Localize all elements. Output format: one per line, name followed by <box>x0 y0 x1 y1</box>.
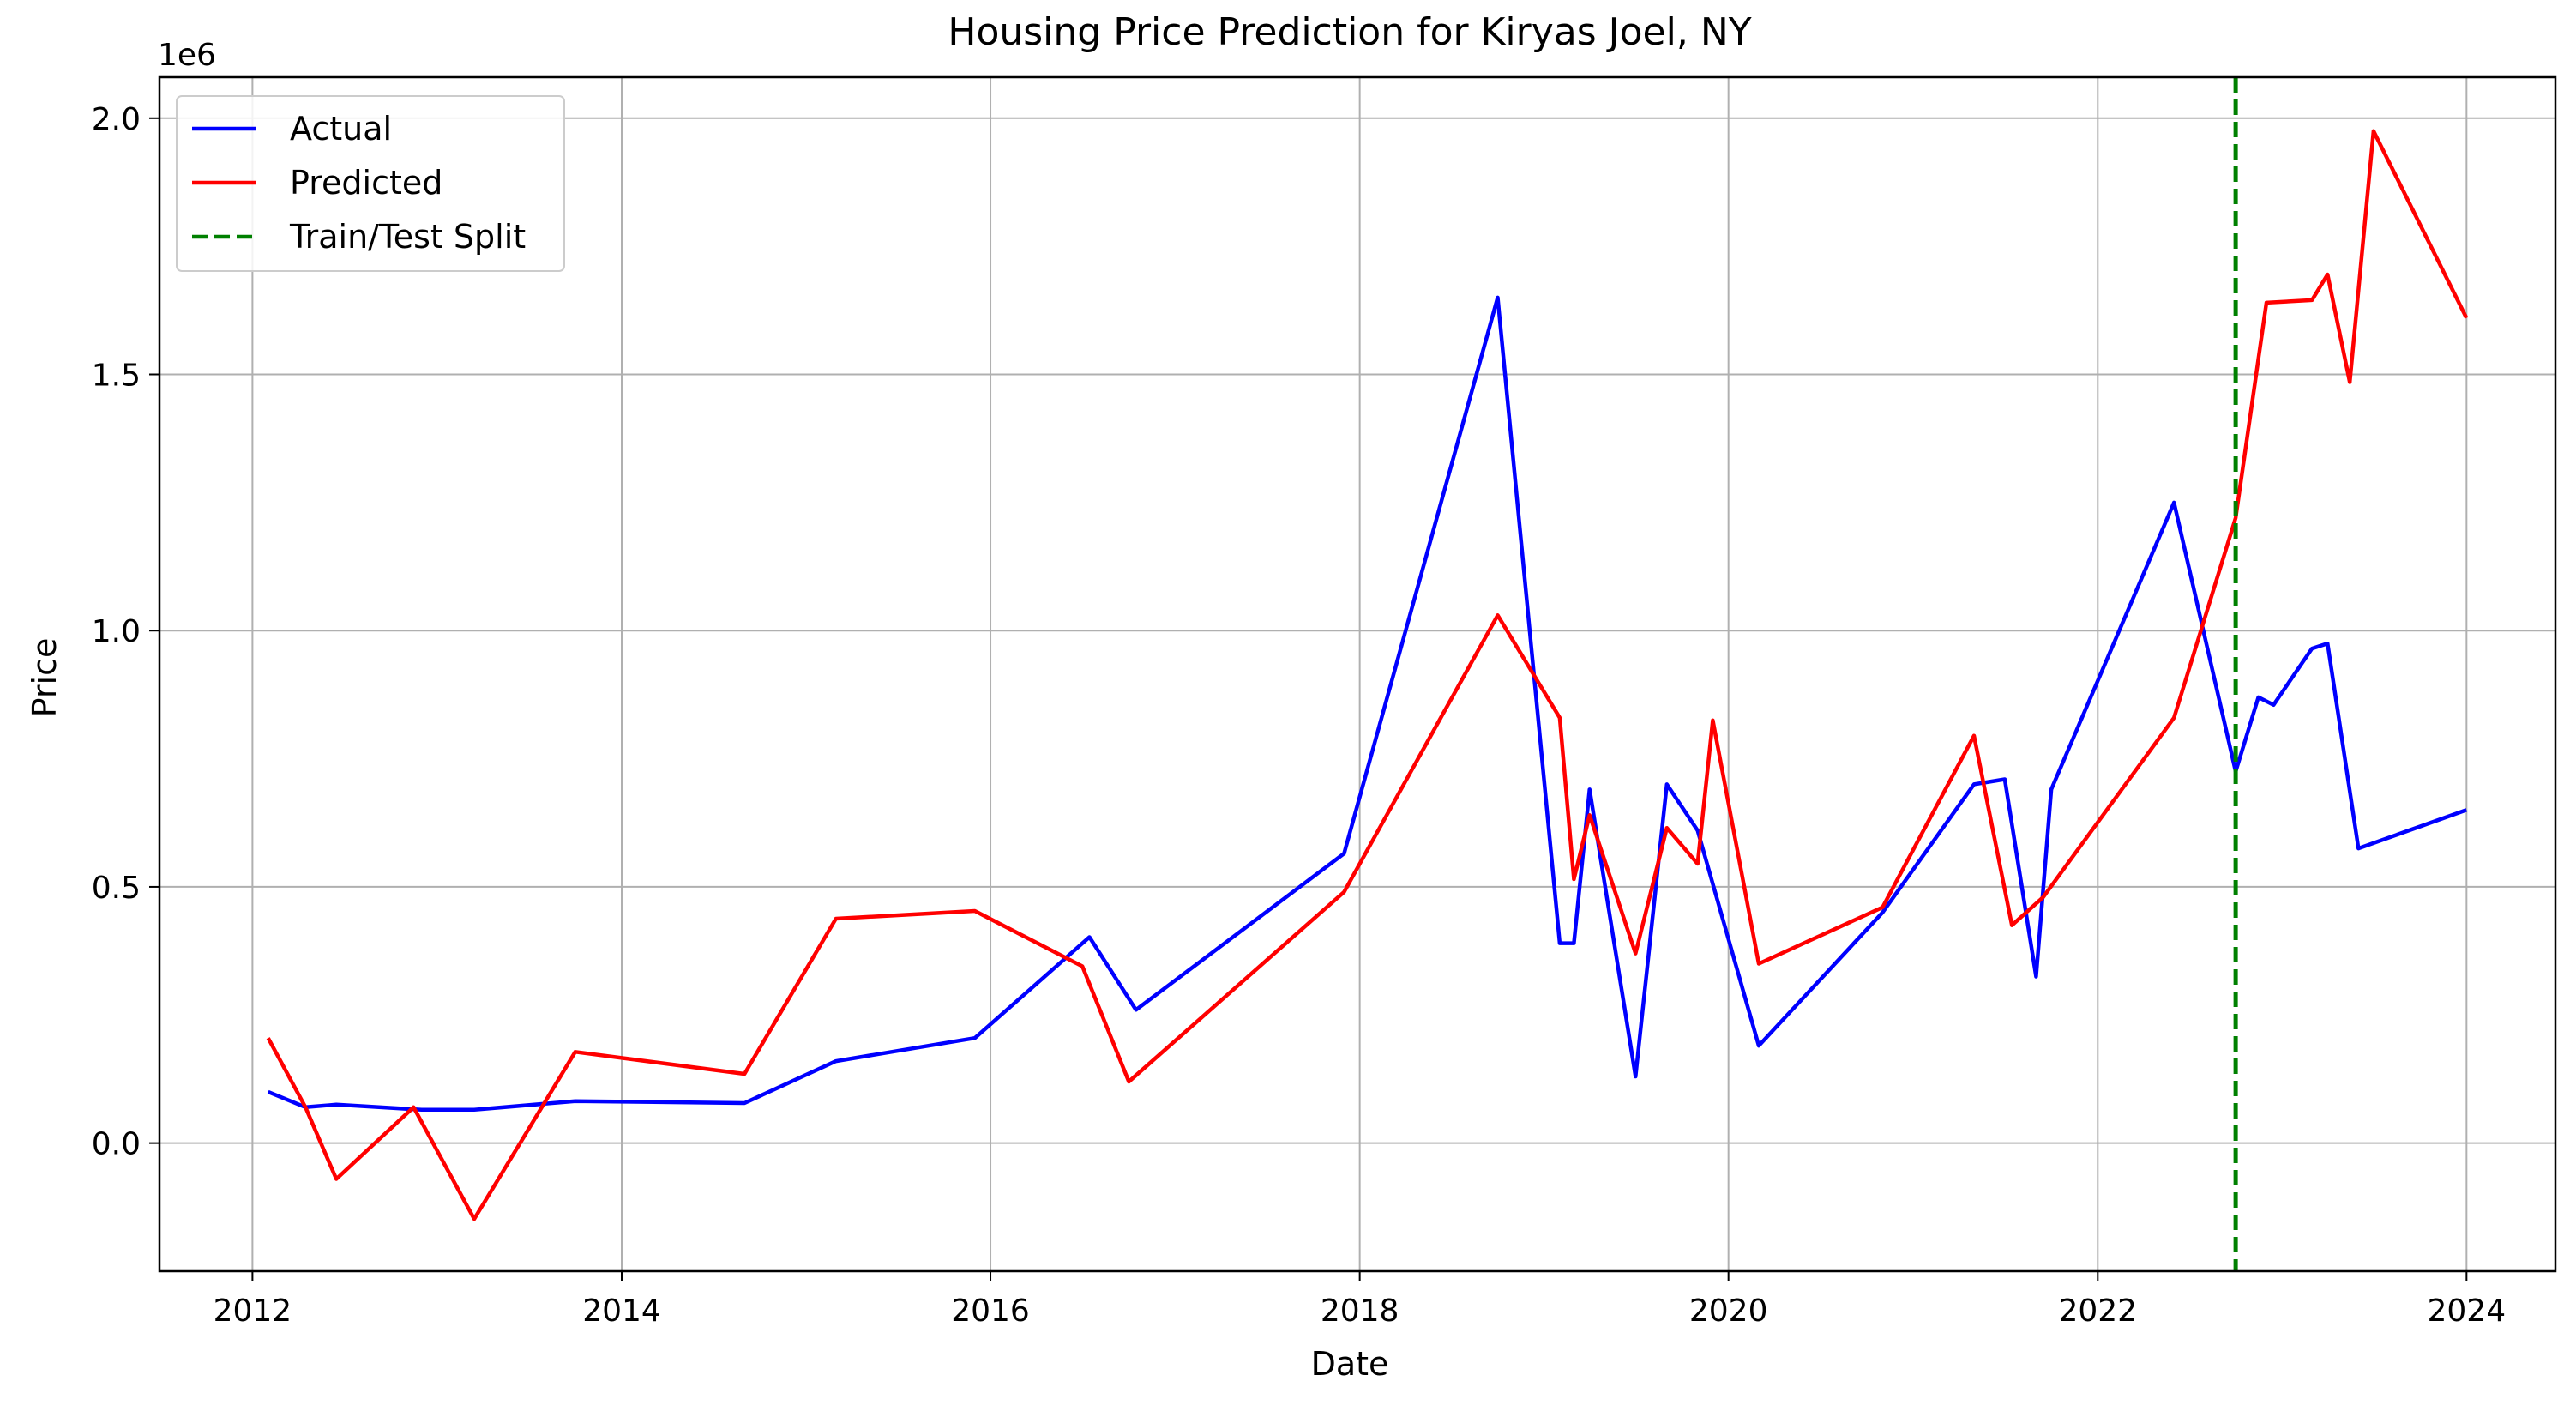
chart-title: Housing Price Prediction for Kiryas Joel… <box>948 10 1751 54</box>
y-axis-label: Price <box>26 638 63 718</box>
x-tick-label: 2014 <box>582 1293 661 1329</box>
legend-label: Predicted <box>290 164 442 202</box>
series-layer <box>266 77 2469 1271</box>
x-tick-label: 2016 <box>951 1293 1030 1329</box>
y-tick-label: 1.5 <box>92 359 141 394</box>
x-tick-label: 2020 <box>1689 1293 1768 1329</box>
series-line-actual <box>267 295 2468 1113</box>
y-tick-label: 0.0 <box>92 1127 141 1162</box>
legend-label: Actual <box>290 110 392 148</box>
y-tick-label: 1.0 <box>92 614 141 649</box>
plot-frame <box>158 75 2557 1273</box>
x-axis-label: Date <box>1311 1345 1389 1383</box>
x-tick-label: 2022 <box>2058 1293 2137 1329</box>
x-tick-label: 2018 <box>1321 1293 1399 1329</box>
axes: 2012 2014 2016 2018 2020 2022 2024 0.0 0.5 1.0 1.5… <box>92 75 2557 1329</box>
legend-box <box>176 95 565 272</box>
series-line-predicted <box>266 129 2469 1221</box>
legend: Actual Predicted Train/Test Split <box>176 95 565 272</box>
x-tick-label: 2024 <box>2428 1293 2507 1329</box>
x-tick-label: 2012 <box>214 1293 292 1329</box>
y-tick-label: 2.0 <box>92 102 141 137</box>
legend-label: Train/Test Split <box>289 218 526 256</box>
y-offset-label: 1e6 <box>158 38 216 73</box>
y-tick-label: 0.5 <box>92 871 141 906</box>
